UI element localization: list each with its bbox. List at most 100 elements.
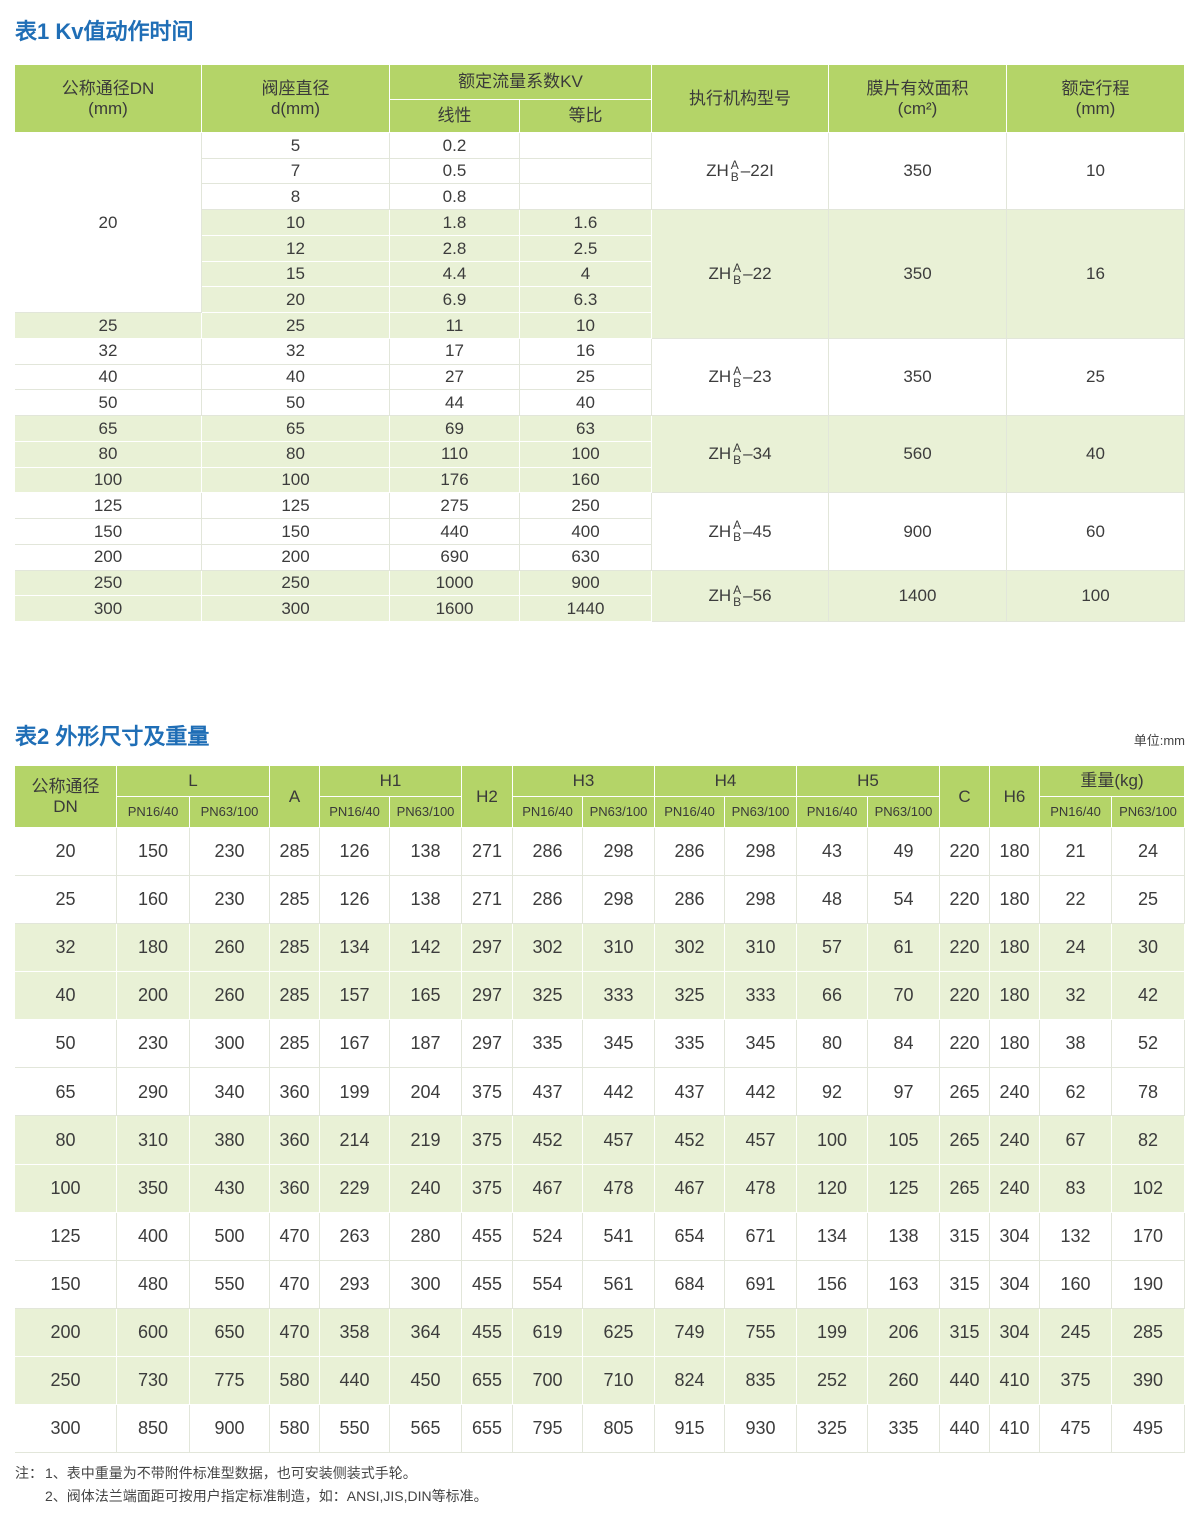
- table-cell: 654: [655, 1212, 725, 1261]
- table-cell: 440: [940, 1404, 990, 1453]
- table-cell: 690: [390, 544, 520, 571]
- model-upper: A: [733, 363, 742, 378]
- table-cell: 200: [202, 544, 390, 571]
- table-cell: 12: [202, 235, 390, 262]
- table-cell: 102: [1112, 1164, 1185, 1213]
- table-cell: 410: [990, 1404, 1040, 1453]
- table-cell: 160: [1040, 1260, 1112, 1309]
- header-cell: H5: [797, 766, 940, 797]
- table-cell: 333: [725, 972, 797, 1021]
- table-cell: 204: [390, 1068, 462, 1117]
- table-cell: 4: [520, 261, 652, 288]
- table-cell: 240: [990, 1116, 1040, 1165]
- table-cell: 325: [513, 972, 583, 1021]
- table-cell: 138: [868, 1212, 940, 1261]
- table-cell: 125: [202, 493, 390, 520]
- table-cell: 61: [868, 924, 940, 973]
- table-cell: 600: [117, 1308, 190, 1357]
- table-cell: 2.8: [390, 235, 520, 262]
- header-text: 额定行程: [1061, 78, 1130, 98]
- header-text: C: [958, 786, 971, 806]
- note-item: 2、阀体法兰端面距可按用户指定标准制造，如：ANSI,JIS,DIN等标准。: [45, 1488, 488, 1504]
- table-cell: 100: [797, 1116, 868, 1165]
- model-prefix: ZH: [708, 367, 732, 387]
- table-cell: 835: [725, 1356, 797, 1405]
- model-lower: B: [730, 170, 739, 185]
- table-cell: 302: [655, 924, 725, 973]
- model-prefix: ZH: [708, 444, 732, 464]
- table-cell: 358: [320, 1308, 390, 1357]
- table-cell: 199: [797, 1308, 868, 1357]
- table-cell: 265: [940, 1116, 990, 1165]
- table-cell: 619: [513, 1308, 583, 1357]
- table-cell: 655: [462, 1404, 513, 1453]
- table-cell: 630: [520, 544, 652, 571]
- table-cell: 524: [513, 1212, 583, 1261]
- table-cell: 541: [583, 1212, 655, 1261]
- table-cell: 180: [990, 924, 1040, 973]
- model-upper: A: [733, 582, 742, 597]
- table-cell: 180: [990, 1020, 1040, 1069]
- table-cell: 795: [513, 1404, 583, 1453]
- header-cell: 公称通径DN (mm): [15, 65, 202, 133]
- table-cell: 437: [513, 1068, 583, 1117]
- table-cell: 475: [1040, 1404, 1112, 1453]
- table-cell: 304: [990, 1212, 1040, 1261]
- table-cell: 304: [990, 1308, 1040, 1357]
- table-cell: 298: [725, 828, 797, 877]
- table-cell: 325: [655, 972, 725, 1021]
- table-cell: 271: [462, 876, 513, 925]
- model-suffix: –56: [743, 585, 772, 605]
- table-cell: 132: [1040, 1212, 1112, 1261]
- table-cell: 65: [15, 416, 202, 442]
- table-cell: 40: [15, 972, 117, 1021]
- table-cell: 625: [583, 1308, 655, 1357]
- table-cell: 165: [390, 972, 462, 1021]
- table-cell: 157: [320, 972, 390, 1021]
- table-cell: 440: [320, 1356, 390, 1405]
- table-cell: 345: [583, 1020, 655, 1069]
- table-cell: 437: [655, 1068, 725, 1117]
- table-cell: 163: [868, 1260, 940, 1309]
- table-cell: 0.5: [390, 158, 520, 185]
- table-cell: 710: [583, 1356, 655, 1405]
- table-cell: 125: [15, 1212, 117, 1261]
- table-cell: 1000: [390, 570, 520, 597]
- header-sub: PN63/100: [390, 797, 462, 828]
- table-cell: 80: [797, 1020, 868, 1069]
- table-cell: 380: [190, 1116, 270, 1165]
- table-cell: 42: [1112, 972, 1185, 1021]
- table-cell: 126: [320, 828, 390, 877]
- table-cell: 315: [940, 1260, 990, 1309]
- table-cell: 54: [868, 876, 940, 925]
- table-cell: 110: [390, 441, 520, 468]
- table-cell: 57: [797, 924, 868, 973]
- table-cell: 1400: [829, 570, 1007, 622]
- table-cell: 134: [320, 924, 390, 973]
- table-cell: 478: [725, 1164, 797, 1213]
- table-cell: 252: [797, 1356, 868, 1405]
- table-cell: 190: [1112, 1260, 1185, 1309]
- table-cell: 250: [520, 493, 652, 520]
- table-cell: 375: [1040, 1356, 1112, 1405]
- table-cell: 655: [462, 1356, 513, 1405]
- model-suffix: –23: [743, 367, 772, 387]
- table-cell: 350: [117, 1164, 190, 1213]
- table-cell: 200: [117, 972, 190, 1021]
- table-cell: 440: [940, 1356, 990, 1405]
- table-cell: 730: [117, 1356, 190, 1405]
- table-cell: 293: [320, 1260, 390, 1309]
- table-cell: 62: [1040, 1068, 1112, 1117]
- table-cell: 150: [117, 828, 190, 877]
- table-cell: 478: [583, 1164, 655, 1213]
- table-cell: 430: [190, 1164, 270, 1213]
- table-cell: 285: [270, 828, 320, 877]
- table-cell: 554: [513, 1260, 583, 1309]
- table-cell: 290: [117, 1068, 190, 1117]
- table-cell: 10: [1007, 133, 1185, 211]
- table-cell: 25: [520, 364, 652, 391]
- model-suffix: –45: [743, 521, 772, 541]
- table-cell: 1600: [390, 596, 520, 622]
- table-cell: 220: [940, 828, 990, 877]
- table-cell: 0.8: [390, 184, 520, 211]
